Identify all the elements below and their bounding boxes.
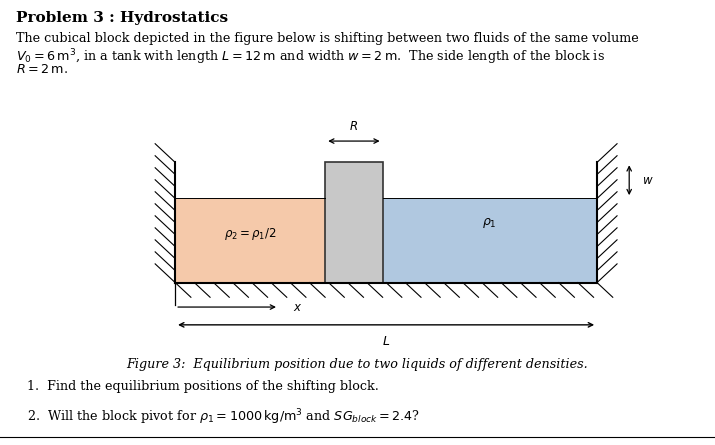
Text: $R$: $R$ — [350, 120, 358, 133]
Text: $w$: $w$ — [642, 174, 654, 187]
Text: 1.  Find the equilibrium positions of the shifting block.: 1. Find the equilibrium positions of the… — [27, 380, 379, 393]
Text: $L$: $L$ — [382, 335, 390, 348]
Text: The cubical block depicted in the figure below is shifting between two fluids of: The cubical block depicted in the figure… — [16, 32, 638, 45]
Text: $x$: $x$ — [293, 300, 302, 314]
Bar — [175, 198, 325, 283]
Text: $V_0 = 6\,\mathrm{m}^3$, in a tank with length $L = 12\,\mathrm{m}$ and width $w: $V_0 = 6\,\mathrm{m}^3$, in a tank with … — [16, 48, 605, 67]
Text: $R = 2\,\mathrm{m}$.: $R = 2\,\mathrm{m}$. — [16, 63, 68, 76]
Text: $\rho_1$: $\rho_1$ — [483, 215, 497, 230]
Text: 2.  Will the block pivot for $\rho_1 = 1000\,\mathrm{kg/m}^3$ and $SG_{\mathit{b: 2. Will the block pivot for $\rho_1 = 10… — [27, 407, 420, 427]
Text: $\rho_2 = \rho_1/2$: $\rho_2 = \rho_1/2$ — [224, 226, 277, 242]
Bar — [383, 198, 597, 283]
Bar — [325, 162, 383, 283]
Text: Problem 3 : Hydrostatics: Problem 3 : Hydrostatics — [16, 11, 228, 25]
Text: Figure 3:  Equilibrium position due to two liquids of different densities.: Figure 3: Equilibrium position due to tw… — [127, 358, 588, 371]
